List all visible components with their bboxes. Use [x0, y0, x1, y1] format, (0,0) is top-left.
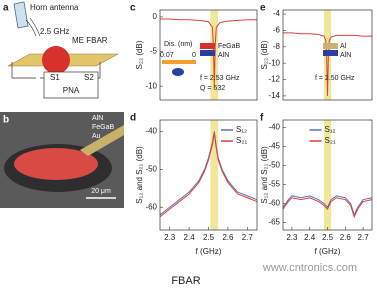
text: S1 [50, 73, 60, 82]
plot-frame [282, 9, 373, 101]
x-axis-label: f (GHz) [196, 247, 222, 256]
x-tick-label: 2.3 [286, 233, 298, 242]
legend-label: S₂₁ [325, 136, 336, 145]
y-tick-label: -60 [268, 199, 280, 208]
y-tick-label: -50 [268, 161, 280, 170]
x-tick-label: 2.6 [222, 233, 234, 242]
x-tick-label: 2.6 [340, 233, 352, 242]
legend-label: S₂₁ [236, 136, 247, 145]
annotation: FeGaB [218, 43, 241, 50]
annotation: Al [340, 43, 347, 50]
series-line [160, 18, 257, 87]
panel-a: a Horn antenna 2.5 GHz ME FBAR S1 S2 PNA [3, 1, 119, 99]
text: Au [92, 133, 101, 140]
text: ME FBAR [72, 36, 108, 45]
y-tick-label: -50 [145, 164, 157, 173]
x-tick-label: 2.5 [322, 233, 334, 242]
pna-box [43, 71, 99, 99]
plot-frame [282, 119, 373, 231]
annotation: 0 [192, 52, 196, 59]
annotation: Dis. (nm) [164, 41, 192, 48]
x-tick-label: 2.7 [358, 233, 370, 242]
y-axis-label: S₁₂ and S₂₁ (dB) [135, 146, 144, 204]
y-tick-label: -10 [268, 58, 280, 67]
y-tick-label: -55 [268, 180, 280, 189]
fbar-disk [42, 46, 70, 74]
panel-b: b AlN FeGaB Au 20 μm [0, 112, 124, 208]
y-tick-label: -5 [150, 47, 158, 56]
series-line [282, 197, 373, 219]
panel-label: b [3, 115, 9, 126]
watermark: www.cntronics.com [262, 262, 357, 274]
horn-antenna [13, 1, 29, 29]
inset-stack [323, 43, 338, 49]
x-tick-label: 2.4 [184, 233, 196, 242]
x-axis-label: f (GHz) [315, 247, 341, 256]
annotation: AlN [340, 52, 351, 59]
annotation: AlN [218, 52, 229, 59]
y-axis-label: S₂₂ (dB) [260, 40, 269, 69]
annotation: Q = 632 [200, 85, 225, 92]
legend-label: S₁₂ [236, 125, 247, 134]
annotation: 0.07 [160, 52, 174, 59]
series-line [159, 133, 258, 218]
text: Horn antenna [30, 3, 79, 12]
text: S2 [84, 73, 94, 82]
text: 2.5 GHz [40, 27, 69, 36]
y-tick-label: -6 [273, 26, 281, 35]
y-tick-label: 0 [153, 12, 158, 21]
caption: FBAR [171, 275, 200, 287]
legend-label: S₁₂ [325, 125, 336, 134]
plot-frame [159, 119, 258, 231]
panel-label: c [130, 3, 136, 14]
series-line [282, 195, 373, 217]
y-tick-label: -65 [268, 218, 280, 227]
fbar-disk [14, 148, 98, 180]
inset-stack [200, 50, 215, 56]
y-tick-label: -45 [268, 142, 280, 151]
annotation: f = 2.53 GHz [200, 75, 240, 82]
text: AlN [92, 115, 103, 122]
y-tick-label: -40 [268, 123, 280, 132]
inset-blob [172, 68, 184, 76]
annotation: f = 2.50 GHz [315, 75, 355, 82]
y-axis-label: S₂₂ (dB) [135, 40, 144, 69]
y-tick-label: -12 [268, 75, 280, 84]
series-line [283, 32, 372, 96]
y-tick-label: -60 [145, 202, 157, 211]
inset-stack [323, 50, 338, 56]
highlight-band [210, 120, 219, 230]
panel-label: d [130, 113, 136, 124]
y-tick-label: -8 [273, 42, 281, 51]
scale-text: 20 μm [91, 188, 111, 195]
y-axis-label: S₁₂ and S₂₁ (dB) [260, 146, 269, 204]
inset-stack [200, 43, 215, 49]
y-tick-label: -14 [268, 91, 280, 100]
text: PNA [63, 86, 80, 95]
plot-frame [159, 9, 258, 101]
x-tick-label: 2.3 [164, 233, 176, 242]
highlight-band [323, 120, 332, 230]
electrode [80, 125, 124, 156]
inset-colorbar [162, 60, 196, 64]
text: FeGaB [92, 124, 115, 131]
x-tick-label: 2.7 [242, 233, 254, 242]
y-tick-label: -4 [273, 9, 281, 18]
y-tick-label: -40 [145, 126, 157, 135]
panel-label: f [260, 113, 264, 124]
x-tick-label: 2.5 [203, 233, 215, 242]
panel-label: a [3, 3, 9, 14]
x-tick-label: 2.4 [304, 233, 316, 242]
panel-label: e [260, 3, 266, 14]
wave [25, 17, 41, 37]
y-tick-label: -10 [145, 81, 157, 90]
